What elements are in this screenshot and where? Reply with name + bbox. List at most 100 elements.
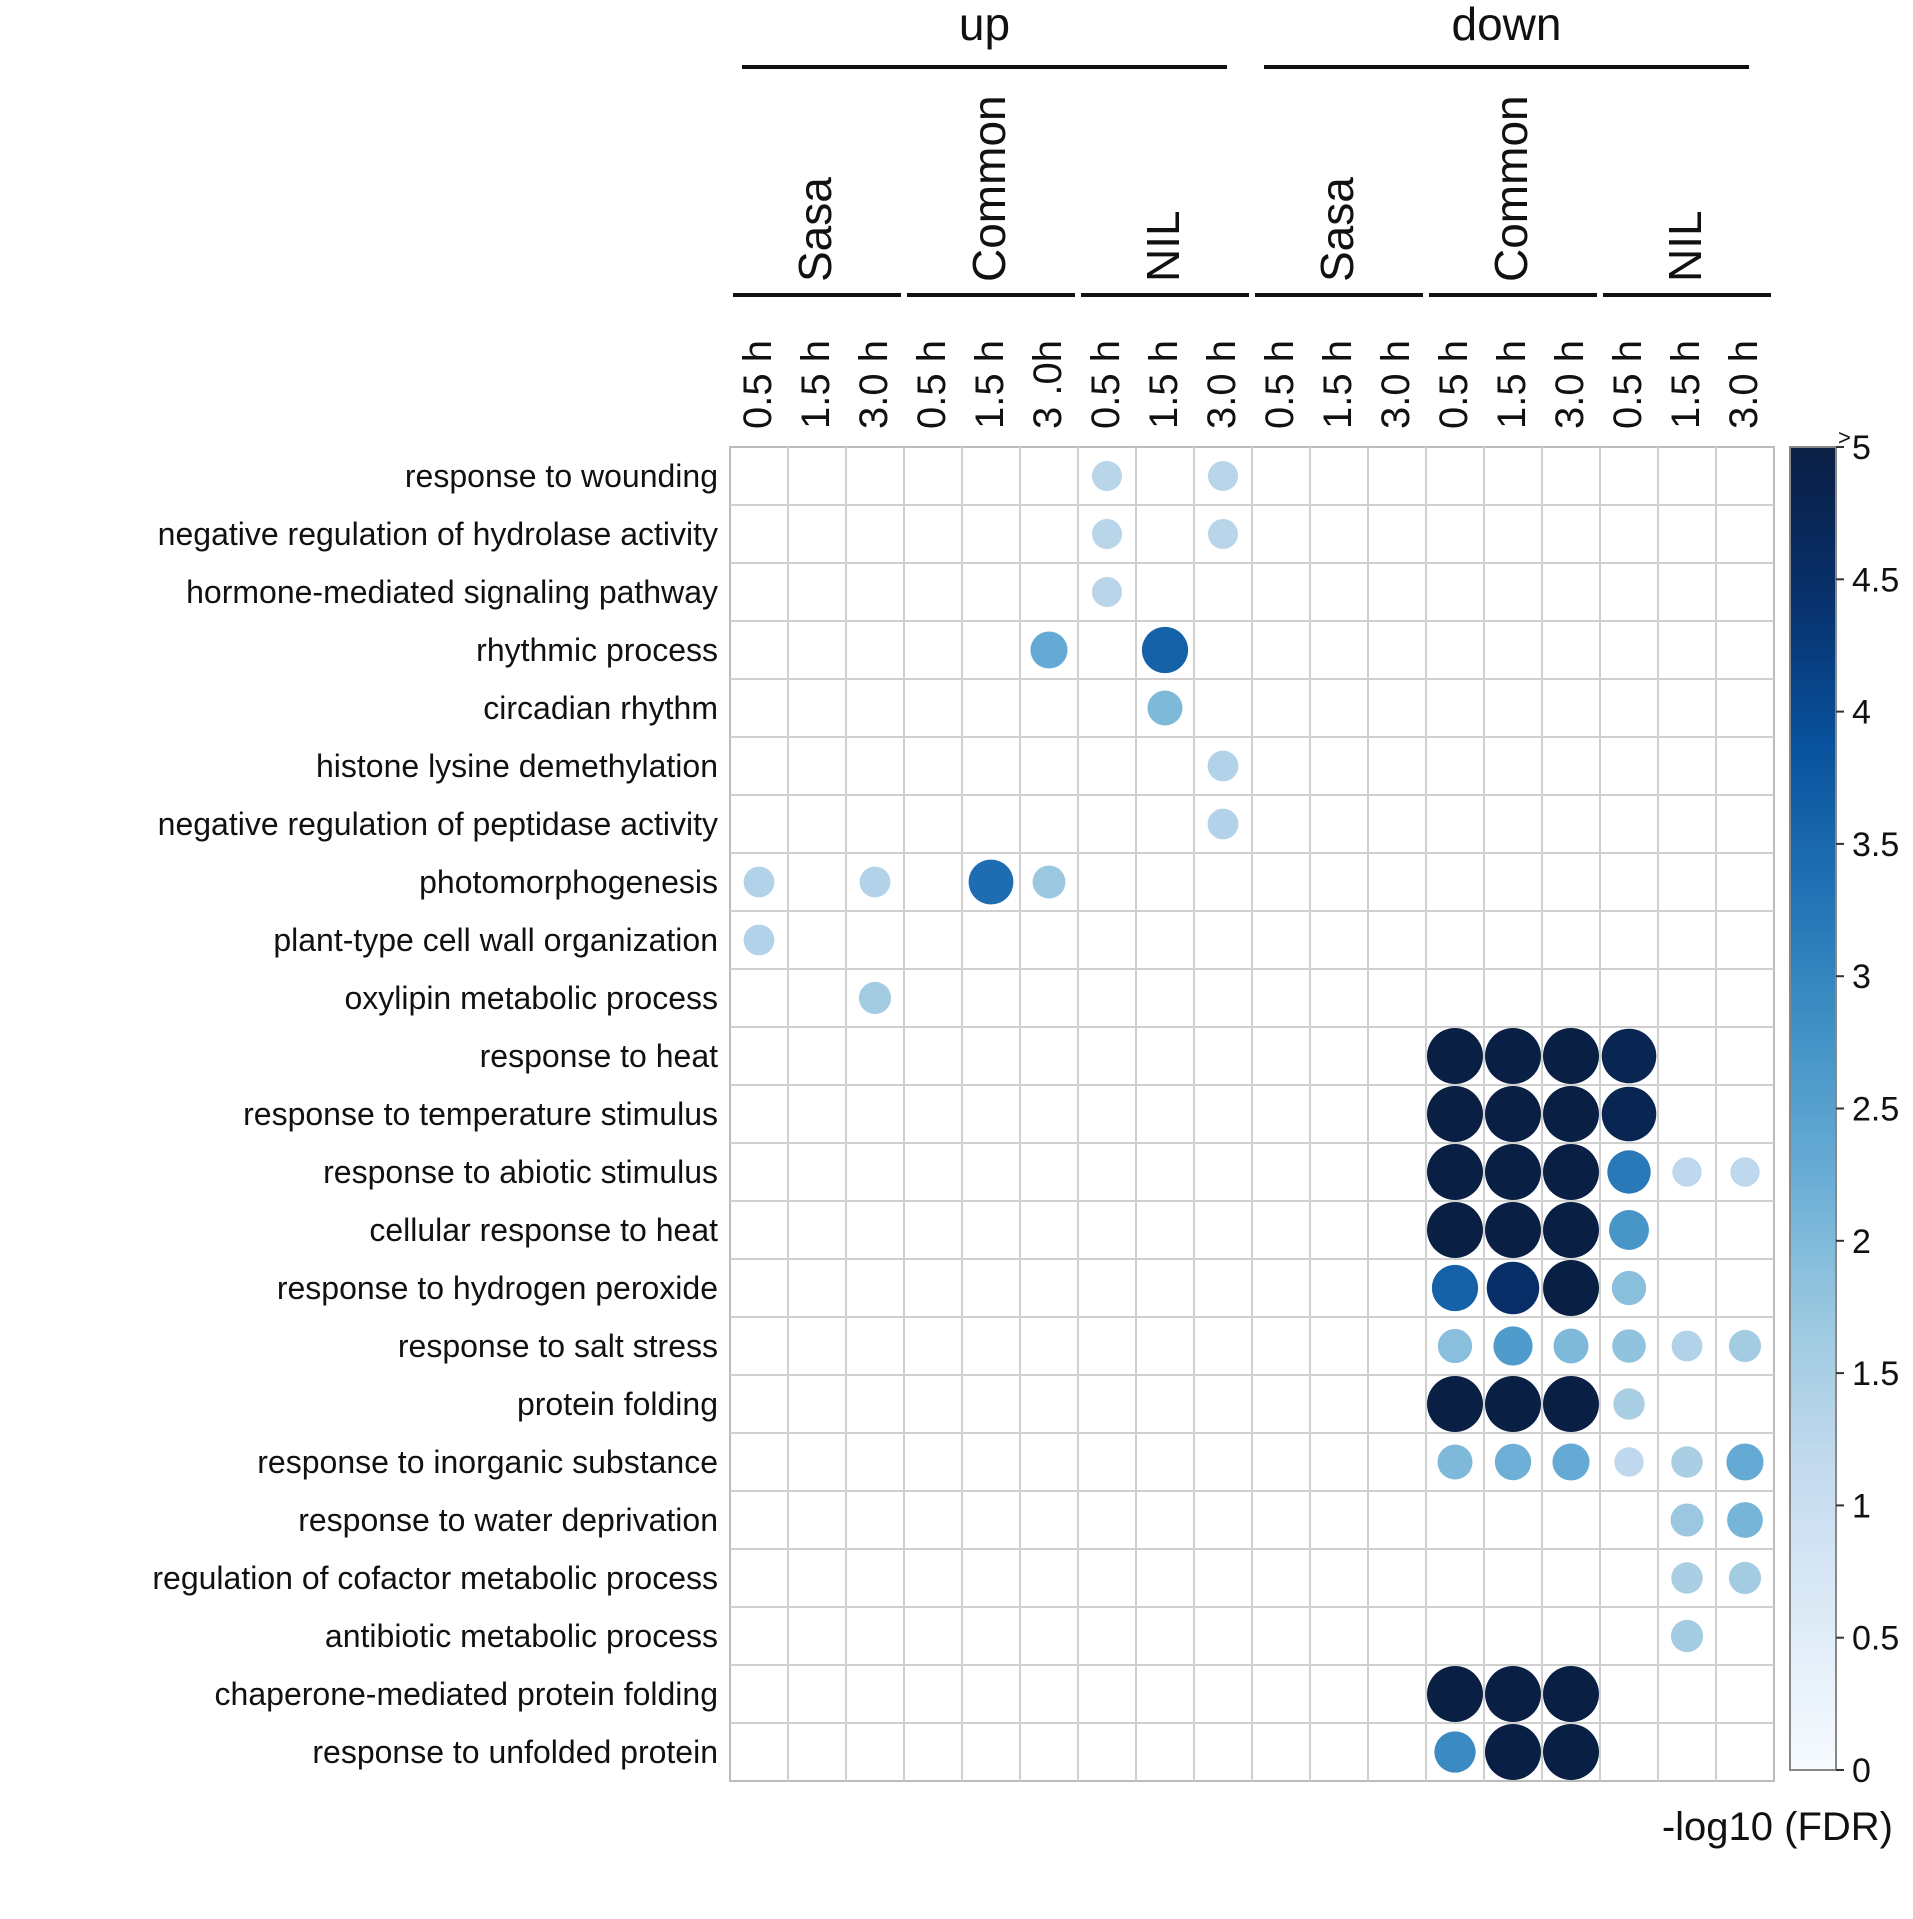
bubble [1032,865,1066,899]
bubble [1147,690,1183,726]
bubble [1543,1144,1599,1200]
row-label: plant-type cell wall organization [273,922,718,958]
bubble [1485,1202,1541,1258]
bubble [1726,1443,1764,1481]
column-label: 3 .0h [1026,340,1070,429]
subgroup-label: Sasa [1311,177,1363,282]
group-headers: up down [742,0,1749,69]
row-label: negative regulation of hydrolase activit… [158,516,718,552]
column-label: 0.5 h [1432,340,1476,429]
colorbar-tick-label: 1 [1852,1487,1871,1525]
row-label: oxylipin metabolic process [345,980,719,1016]
bubble [1727,1502,1763,1538]
bubble [1427,1202,1483,1258]
row-label: antibiotic metabolic process [325,1618,718,1654]
column-label: 3.0 h [1200,340,1244,429]
column-label: 0.5 h [1606,340,1650,429]
bubbles [743,460,1764,1780]
bubble [1091,518,1123,550]
bubble [1485,1724,1541,1780]
column-label: 1.5 h [1664,340,1708,429]
colorbar-tick-label: 2 [1852,1223,1871,1261]
bubble [1427,1376,1483,1432]
colorbar-tick-label: 3.5 [1852,826,1899,864]
bubble [1543,1028,1599,1084]
bubble [1609,1210,1649,1250]
colorbar-top-marker: > [1838,425,1851,450]
bubble [1601,1028,1657,1084]
colorbar: 0 0.5 1 1.5 2 2.5 3 3.5 4 4.5 5> -log10 (FDR) [1662,425,1899,1849]
bubble [1543,1202,1599,1258]
bubble [1612,1329,1646,1363]
bubble [1485,1086,1541,1142]
column-label: 1.5 h [1490,340,1534,429]
bubble [1427,1666,1483,1722]
bubble [1614,1447,1644,1477]
colorbar-title: -log10 (FDR) [1662,1805,1893,1849]
column-labels: 0.5 h 1.5 h 3.0 h 0.5 h 1.5 h 3 .0h 0.5 h 1.5 h… [736,340,1766,429]
row-label: response to hydrogen peroxide [277,1270,718,1306]
colorbar-tick-label: 0 [1852,1752,1871,1790]
bubble [1671,1562,1703,1594]
row-label: response to salt stress [398,1328,718,1364]
row-label: regulation of cofactor metabolic process [152,1560,718,1596]
bubble [1485,1666,1541,1722]
row-label: rhythmic process [476,632,718,668]
bubble [1607,1150,1651,1194]
subgroup-label: Common [963,95,1015,282]
colorbar-tick-label: 4 [1852,694,1871,732]
column-label: 0.5 h [1258,340,1302,429]
row-label: chaperone-mediated protein folding [215,1676,718,1712]
row-label: photomorphogenesis [419,864,718,900]
column-label: 0.5 h [1084,340,1128,429]
bubble [1552,1443,1590,1481]
bubble [1728,1329,1762,1363]
row-label: protein folding [517,1386,718,1422]
subgroup-label: NIL [1659,210,1711,282]
column-label: 0.5 h [910,340,954,429]
column-label: 1.5 h [968,340,1012,429]
colorbar-tick-label: 1.5 [1852,1355,1899,1393]
bubble [1485,1028,1541,1084]
bubble [1485,1144,1541,1200]
column-label: 1.5 h [794,340,838,429]
row-label: response to abiotic stimulus [323,1154,718,1190]
column-label: 1.5 h [1316,340,1360,429]
bubble [1543,1666,1599,1722]
bubble [1431,1264,1479,1312]
row-label: cellular response to heat [369,1212,718,1248]
bubble [1494,1443,1532,1481]
bubble [1670,1619,1704,1653]
bubble [1613,1388,1645,1420]
bubble [1671,1446,1703,1478]
bubble [1427,1086,1483,1142]
column-label: 3.0 h [852,340,896,429]
row-label: response to water deprivation [298,1502,718,1538]
row-label: response to unfolded protein [312,1734,718,1770]
bubble [1493,1326,1533,1366]
bubble [859,866,891,898]
row-label: response to inorganic substance [257,1444,718,1480]
bubble [1543,1260,1599,1316]
bubble [1543,1724,1599,1780]
bubble [1427,1144,1483,1200]
bubble [1543,1376,1599,1432]
bubble [1730,1157,1760,1187]
bubble [1427,1028,1483,1084]
grid [729,446,1775,1782]
bubble [968,859,1014,905]
bubble [1141,626,1189,674]
bubble [1728,1561,1762,1595]
group-label-down: down [1452,0,1562,50]
column-label: 3.0 h [1548,340,1592,429]
bubble [1207,518,1239,550]
colorbar-tick-label: 2.5 [1852,1091,1899,1129]
colorbar-tick-label: 3 [1852,958,1871,996]
row-labels: response to wounding negative regulation … [152,458,718,1770]
bubble [1485,1376,1541,1432]
bubble [858,981,892,1015]
bubble [1091,460,1123,492]
bubble [1207,460,1239,492]
row-label: response to temperature stimulus [243,1096,718,1132]
